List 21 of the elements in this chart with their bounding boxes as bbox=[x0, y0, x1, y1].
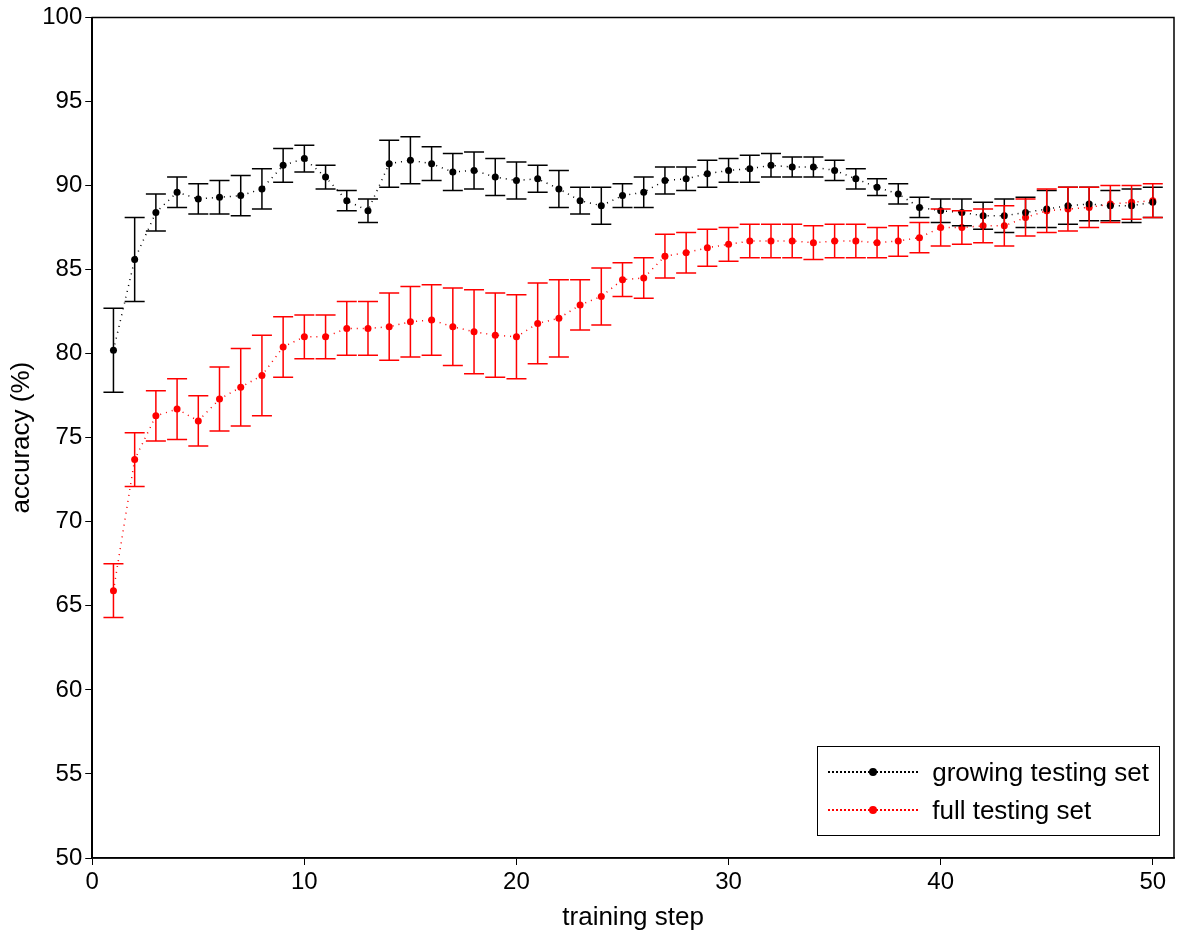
y-tick-label: 95 bbox=[55, 86, 83, 114]
y-tick-label: 100 bbox=[42, 2, 83, 30]
legend-label: growing testing set bbox=[932, 756, 1149, 788]
legend-label: full testing set bbox=[932, 794, 1092, 826]
y-tick-label: 75 bbox=[55, 422, 83, 450]
y-tick-label: 90 bbox=[55, 170, 83, 198]
x-tick-label: 30 bbox=[715, 867, 742, 895]
y-tick-label: 85 bbox=[55, 254, 83, 282]
y-tick-label: 80 bbox=[55, 338, 83, 366]
y-tick-label: 60 bbox=[55, 674, 83, 702]
y-axis-title: accuracy (%) bbox=[4, 361, 35, 514]
x-tick-label: 0 bbox=[85, 867, 99, 895]
x-tick-label: 50 bbox=[1139, 867, 1167, 895]
y-tick-label: 55 bbox=[55, 758, 83, 786]
y-tick-label: 50 bbox=[55, 842, 83, 870]
x-tick-label: 40 bbox=[927, 867, 955, 895]
y-tick-label: 65 bbox=[55, 590, 83, 618]
x-axis-title: training step bbox=[562, 900, 704, 931]
x-tick-label: 20 bbox=[503, 867, 530, 895]
y-tick-label: 70 bbox=[55, 506, 83, 534]
x-tick-label: 10 bbox=[291, 867, 318, 895]
